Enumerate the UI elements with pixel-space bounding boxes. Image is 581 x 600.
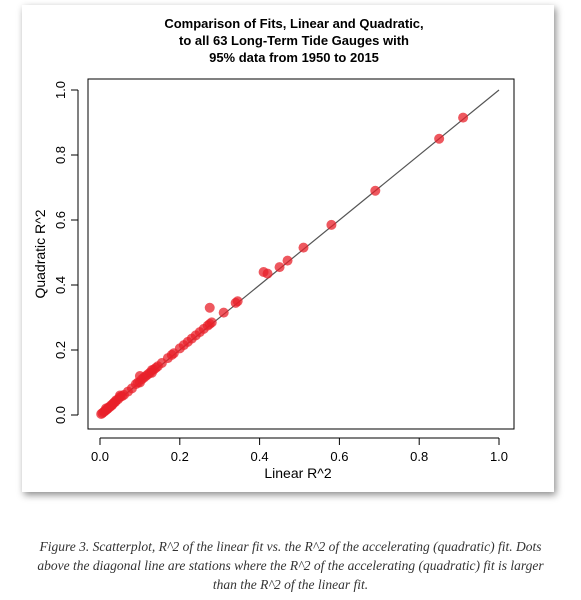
- y-axis-label: Quadratic R^2: [32, 209, 48, 298]
- data-point: [326, 219, 337, 230]
- y-tick-label: 0.2: [53, 341, 68, 359]
- caption-line-3: than the R^2 of the linear fit.: [212, 577, 369, 592]
- data-point: [114, 390, 125, 401]
- data-point: [370, 185, 381, 196]
- scatter-chart: Comparison of Fits, Linear and Quadratic…: [32, 16, 515, 481]
- y-tick-label: 0.6: [53, 211, 68, 229]
- chart-figure: Comparison of Fits, Linear and Quadratic…: [22, 5, 554, 492]
- plot-frame: [87, 78, 515, 430]
- x-tick-label: 0.8: [410, 449, 428, 464]
- data-points: [96, 112, 469, 420]
- axes: 0.0 0.2 0.4 0.6 0.8 1.0 0.0 0.2 0.4 0.6 0.8 1.0: [53, 78, 515, 464]
- x-tick-label: 0.0: [91, 449, 109, 464]
- data-point: [274, 262, 285, 273]
- data-point: [458, 112, 469, 123]
- chart-title-line-2: to all 63 Long-Term Tide Gauges with: [179, 33, 409, 48]
- data-point: [298, 242, 309, 253]
- x-tick-label: 0.4: [251, 449, 269, 464]
- y-tick-label: 0.8: [53, 146, 68, 164]
- data-point: [146, 367, 157, 378]
- y-tick-label: 0.4: [53, 276, 68, 294]
- data-point: [204, 302, 215, 313]
- data-point: [100, 403, 111, 414]
- x-axis-label: Linear R^2: [264, 465, 331, 481]
- data-point: [232, 296, 243, 307]
- y-tick-label: 1.0: [53, 81, 68, 99]
- data-point: [434, 133, 445, 144]
- x-tick-label: 0.2: [171, 449, 189, 464]
- chart-title-line-3: 95% data from 1950 to 2015: [209, 50, 379, 65]
- x-tick-label: 1.0: [490, 449, 508, 464]
- caption-line-2: above the diagonal line are stations whe…: [37, 558, 544, 573]
- data-point: [134, 377, 145, 388]
- data-point: [262, 268, 273, 279]
- chart-title-line-1: Comparison of Fits, Linear and Quadratic…: [164, 16, 423, 31]
- data-point: [218, 307, 229, 318]
- data-point: [206, 317, 217, 328]
- figure-caption: Figure 3. Scatterplot, R^2 of the linear…: [0, 537, 581, 594]
- x-tick-label: 0.6: [330, 449, 348, 464]
- data-point: [282, 255, 293, 266]
- caption-line-1: Figure 3. Scatterplot, R^2 of the linear…: [39, 539, 542, 554]
- y-tick-label: 0.0: [53, 406, 68, 424]
